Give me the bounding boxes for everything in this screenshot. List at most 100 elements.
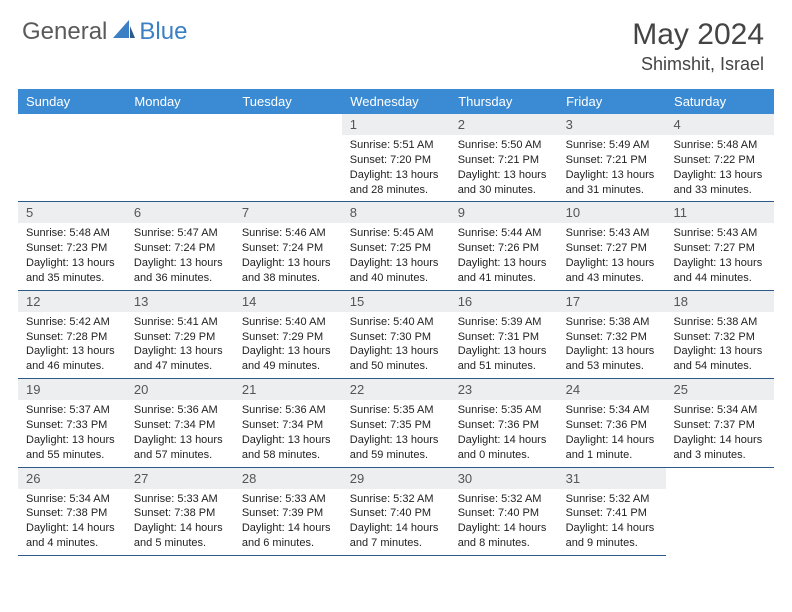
day-number: 19: [18, 379, 126, 400]
day-number: 2: [450, 114, 558, 135]
day-number: 7: [234, 202, 342, 223]
calendar-cell: 5Sunrise: 5:48 AMSunset: 7:23 PMDaylight…: [18, 202, 126, 290]
day-details: Sunrise: 5:36 AMSunset: 7:34 PMDaylight:…: [126, 400, 234, 466]
calendar-cell-empty: ..: [18, 114, 126, 202]
calendar-cell: 24Sunrise: 5:34 AMSunset: 7:36 PMDayligh…: [558, 379, 666, 467]
day-number: 30: [450, 468, 558, 489]
day-details: Sunrise: 5:51 AMSunset: 7:20 PMDaylight:…: [342, 135, 450, 201]
calendar-cell: 4Sunrise: 5:48 AMSunset: 7:22 PMDaylight…: [666, 114, 774, 202]
calendar-cell: 7Sunrise: 5:46 AMSunset: 7:24 PMDaylight…: [234, 202, 342, 290]
day-number: 5: [18, 202, 126, 223]
day-details: Sunrise: 5:43 AMSunset: 7:27 PMDaylight:…: [666, 223, 774, 289]
calendar-cell: 1Sunrise: 5:51 AMSunset: 7:20 PMDaylight…: [342, 114, 450, 202]
day-number: 25: [666, 379, 774, 400]
day-details: Sunrise: 5:44 AMSunset: 7:26 PMDaylight:…: [450, 223, 558, 289]
location-label: Shimshit, Israel: [632, 54, 764, 75]
day-details: Sunrise: 5:49 AMSunset: 7:21 PMDaylight:…: [558, 135, 666, 201]
day-details: Sunrise: 5:33 AMSunset: 7:39 PMDaylight:…: [234, 489, 342, 555]
weekday-header: Thursday: [450, 89, 558, 114]
weekday-header: Friday: [558, 89, 666, 114]
day-number: 21: [234, 379, 342, 400]
calendar-cell: 25Sunrise: 5:34 AMSunset: 7:37 PMDayligh…: [666, 379, 774, 467]
calendar-cell: 31Sunrise: 5:32 AMSunset: 7:41 PMDayligh…: [558, 467, 666, 555]
calendar-cell: 27Sunrise: 5:33 AMSunset: 7:38 PMDayligh…: [126, 467, 234, 555]
calendar-cell: 6Sunrise: 5:47 AMSunset: 7:24 PMDaylight…: [126, 202, 234, 290]
day-details: Sunrise: 5:34 AMSunset: 7:37 PMDaylight:…: [666, 400, 774, 466]
weekday-header: Sunday: [18, 89, 126, 114]
calendar-cell: 28Sunrise: 5:33 AMSunset: 7:39 PMDayligh…: [234, 467, 342, 555]
day-number: 8: [342, 202, 450, 223]
day-details: Sunrise: 5:36 AMSunset: 7:34 PMDaylight:…: [234, 400, 342, 466]
month-title: May 2024: [632, 18, 764, 52]
day-details: Sunrise: 5:41 AMSunset: 7:29 PMDaylight:…: [126, 312, 234, 378]
day-number: 24: [558, 379, 666, 400]
calendar-cell: 10Sunrise: 5:43 AMSunset: 7:27 PMDayligh…: [558, 202, 666, 290]
day-number: 27: [126, 468, 234, 489]
calendar-cell: 14Sunrise: 5:40 AMSunset: 7:29 PMDayligh…: [234, 290, 342, 378]
day-number: 17: [558, 291, 666, 312]
calendar-cell: 23Sunrise: 5:35 AMSunset: 7:36 PMDayligh…: [450, 379, 558, 467]
calendar-cell: 13Sunrise: 5:41 AMSunset: 7:29 PMDayligh…: [126, 290, 234, 378]
day-details: Sunrise: 5:48 AMSunset: 7:22 PMDaylight:…: [666, 135, 774, 201]
calendar-cell-empty: [666, 467, 774, 555]
calendar-table: SundayMondayTuesdayWednesdayThursdayFrid…: [18, 89, 774, 556]
calendar-cell: 19Sunrise: 5:37 AMSunset: 7:33 PMDayligh…: [18, 379, 126, 467]
day-details: Sunrise: 5:33 AMSunset: 7:38 PMDaylight:…: [126, 489, 234, 555]
day-number: 28: [234, 468, 342, 489]
day-details: Sunrise: 5:47 AMSunset: 7:24 PMDaylight:…: [126, 223, 234, 289]
day-number: 1: [342, 114, 450, 135]
day-details: Sunrise: 5:35 AMSunset: 7:36 PMDaylight:…: [450, 400, 558, 466]
calendar-cell: 8Sunrise: 5:45 AMSunset: 7:25 PMDaylight…: [342, 202, 450, 290]
day-details: Sunrise: 5:45 AMSunset: 7:25 PMDaylight:…: [342, 223, 450, 289]
calendar-cell: 18Sunrise: 5:38 AMSunset: 7:32 PMDayligh…: [666, 290, 774, 378]
calendar-cell-empty: ..: [126, 114, 234, 202]
day-number: 3: [558, 114, 666, 135]
title-block: May 2024 Shimshit, Israel: [632, 18, 764, 75]
calendar-head: SundayMondayTuesdayWednesdayThursdayFrid…: [18, 89, 774, 114]
day-details: Sunrise: 5:32 AMSunset: 7:40 PMDaylight:…: [450, 489, 558, 555]
brand-part1: General: [22, 18, 107, 46]
day-number: 16: [450, 291, 558, 312]
day-details: Sunrise: 5:38 AMSunset: 7:32 PMDaylight:…: [558, 312, 666, 378]
day-number: 20: [126, 379, 234, 400]
day-number: 6: [126, 202, 234, 223]
day-details: Sunrise: 5:39 AMSunset: 7:31 PMDaylight:…: [450, 312, 558, 378]
day-number: 12: [18, 291, 126, 312]
calendar-cell: 20Sunrise: 5:36 AMSunset: 7:34 PMDayligh…: [126, 379, 234, 467]
day-number: 18: [666, 291, 774, 312]
calendar-cell: 11Sunrise: 5:43 AMSunset: 7:27 PMDayligh…: [666, 202, 774, 290]
day-number: 29: [342, 468, 450, 489]
day-details: Sunrise: 5:42 AMSunset: 7:28 PMDaylight:…: [18, 312, 126, 378]
day-number: 31: [558, 468, 666, 489]
calendar-body: ......1Sunrise: 5:51 AMSunset: 7:20 PMDa…: [18, 114, 774, 555]
day-number: 4: [666, 114, 774, 135]
day-number: 13: [126, 291, 234, 312]
day-number: 23: [450, 379, 558, 400]
calendar-cell: 3Sunrise: 5:49 AMSunset: 7:21 PMDaylight…: [558, 114, 666, 202]
calendar-cell: 16Sunrise: 5:39 AMSunset: 7:31 PMDayligh…: [450, 290, 558, 378]
brand-part2: Blue: [139, 18, 187, 46]
weekday-header: Monday: [126, 89, 234, 114]
day-details: Sunrise: 5:38 AMSunset: 7:32 PMDaylight:…: [666, 312, 774, 378]
day-details: Sunrise: 5:32 AMSunset: 7:41 PMDaylight:…: [558, 489, 666, 555]
sail-icon: [113, 20, 135, 45]
day-details: Sunrise: 5:32 AMSunset: 7:40 PMDaylight:…: [342, 489, 450, 555]
day-number: 26: [18, 468, 126, 489]
day-details: Sunrise: 5:43 AMSunset: 7:27 PMDaylight:…: [558, 223, 666, 289]
calendar-cell: 21Sunrise: 5:36 AMSunset: 7:34 PMDayligh…: [234, 379, 342, 467]
day-details: Sunrise: 5:35 AMSunset: 7:35 PMDaylight:…: [342, 400, 450, 466]
day-details: Sunrise: 5:48 AMSunset: 7:23 PMDaylight:…: [18, 223, 126, 289]
calendar-cell: 15Sunrise: 5:40 AMSunset: 7:30 PMDayligh…: [342, 290, 450, 378]
calendar-cell: 17Sunrise: 5:38 AMSunset: 7:32 PMDayligh…: [558, 290, 666, 378]
page-header: General Blue May 2024 Shimshit, Israel: [0, 0, 792, 83]
day-number: 11: [666, 202, 774, 223]
day-details: Sunrise: 5:46 AMSunset: 7:24 PMDaylight:…: [234, 223, 342, 289]
weekday-header: Tuesday: [234, 89, 342, 114]
calendar-cell-empty: ..: [234, 114, 342, 202]
day-details: Sunrise: 5:40 AMSunset: 7:30 PMDaylight:…: [342, 312, 450, 378]
calendar-cell: 22Sunrise: 5:35 AMSunset: 7:35 PMDayligh…: [342, 379, 450, 467]
day-number: 15: [342, 291, 450, 312]
calendar-cell: 29Sunrise: 5:32 AMSunset: 7:40 PMDayligh…: [342, 467, 450, 555]
day-details: Sunrise: 5:37 AMSunset: 7:33 PMDaylight:…: [18, 400, 126, 466]
calendar-cell: 30Sunrise: 5:32 AMSunset: 7:40 PMDayligh…: [450, 467, 558, 555]
